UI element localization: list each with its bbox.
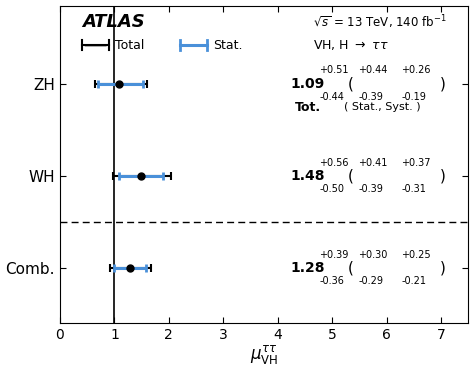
Text: -0.39: -0.39: [358, 184, 383, 194]
Text: +0.25: +0.25: [401, 250, 431, 260]
Text: (: (: [348, 260, 354, 275]
Text: -0.44: -0.44: [319, 92, 344, 102]
Text: $\sqrt{s}$ = 13 TeV, 140 fb$^{-1}$: $\sqrt{s}$ = 13 TeV, 140 fb$^{-1}$: [313, 13, 447, 31]
Text: -0.29: -0.29: [358, 276, 383, 286]
X-axis label: $\mu_{\mathrm{VH}}^{\tau\tau}$: $\mu_{\mathrm{VH}}^{\tau\tau}$: [250, 343, 278, 366]
Text: 1.09: 1.09: [291, 77, 325, 91]
Text: 1.28: 1.28: [291, 261, 325, 275]
Text: 1.48: 1.48: [291, 169, 325, 183]
Text: ( Stat., Syst. ): ( Stat., Syst. ): [344, 102, 420, 112]
Text: ): ): [440, 260, 446, 275]
Text: +0.56: +0.56: [319, 158, 349, 167]
Text: ): ): [440, 76, 446, 91]
Text: Tot.: Tot.: [295, 101, 321, 114]
Text: Stat.: Stat.: [213, 39, 243, 52]
Text: +0.44: +0.44: [358, 65, 388, 76]
Text: -0.50: -0.50: [319, 184, 344, 194]
Text: +0.51: +0.51: [319, 65, 349, 76]
Text: -0.19: -0.19: [401, 92, 426, 102]
Text: +0.30: +0.30: [358, 250, 388, 260]
Text: ): ): [440, 169, 446, 183]
Text: -0.36: -0.36: [319, 276, 344, 286]
Text: (: (: [348, 169, 354, 183]
Text: -0.21: -0.21: [401, 276, 426, 286]
Text: Total: Total: [115, 39, 145, 52]
Text: -0.31: -0.31: [401, 184, 426, 194]
Text: -0.39: -0.39: [358, 92, 383, 102]
Text: +0.37: +0.37: [401, 158, 430, 167]
Text: ATLAS: ATLAS: [82, 13, 145, 32]
Text: +0.26: +0.26: [401, 65, 430, 76]
Text: +0.41: +0.41: [358, 158, 388, 167]
Text: VH, H $\rightarrow$ $\tau\tau$: VH, H $\rightarrow$ $\tau\tau$: [313, 38, 389, 52]
Text: (: (: [348, 76, 354, 91]
Text: +0.39: +0.39: [319, 250, 349, 260]
